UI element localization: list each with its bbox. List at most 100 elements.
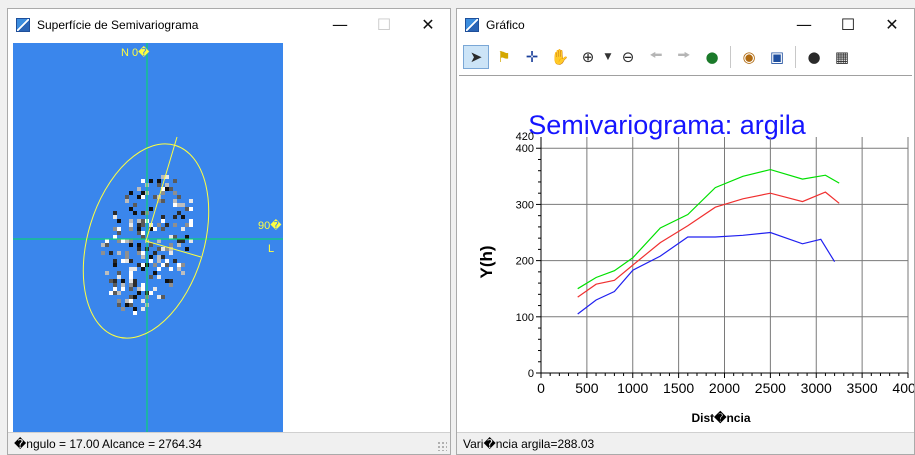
- surface-pixel: [117, 219, 121, 223]
- east-label: L: [268, 243, 275, 255]
- surface-pixel: [137, 243, 141, 247]
- surface-pixel: [157, 267, 161, 271]
- semivariogram-surface-plot[interactable]: N 0� 90� L: [13, 43, 283, 433]
- surface-pixel: [157, 295, 161, 299]
- surface-pixel: [181, 227, 185, 231]
- surface-pixel: [137, 287, 141, 291]
- surface-pixel: [165, 279, 169, 283]
- surface-pixel: [185, 223, 189, 227]
- surface-pixel: [149, 243, 153, 247]
- surface-pixel: [129, 207, 133, 211]
- toolbar-separator: [730, 46, 731, 68]
- resize-grip-icon[interactable]: [437, 441, 447, 451]
- surface-pixel: [133, 311, 137, 315]
- surface-pixels: [101, 175, 193, 315]
- surface-pixel: [157, 183, 161, 187]
- crosshair-icon[interactable]: ✛: [525, 48, 539, 66]
- surface-pixel: [149, 291, 153, 295]
- surface-pixel: [117, 291, 121, 295]
- surface-pixel: [121, 287, 125, 291]
- surface-pixel: [137, 223, 141, 227]
- table-icon[interactable]: ▦: [834, 48, 850, 66]
- semivariogram-chart: Semivariograma: argila 0 500 1000 1500 2000 2…: [477, 110, 914, 425]
- save-icon[interactable]: ▣: [769, 48, 785, 66]
- y-tick-label: 200: [516, 256, 534, 268]
- palette-icon[interactable]: ◉: [742, 48, 756, 66]
- surface-pixel: [117, 231, 121, 235]
- surface-pixel: [141, 267, 145, 271]
- x-tick-label: 0: [537, 380, 545, 396]
- surface-pixel: [165, 183, 169, 187]
- surface-pixel: [181, 239, 185, 243]
- surface-pixel: [113, 259, 117, 263]
- surface-pixel: [157, 275, 161, 279]
- close-button[interactable]: ✕: [885, 15, 899, 34]
- zoom-out-icon[interactable]: ⊖: [621, 48, 635, 66]
- surface-pixel: [125, 259, 129, 263]
- surface-pixel: [121, 259, 125, 263]
- annotation-flag-icon[interactable]: ⚑: [497, 48, 511, 66]
- surface-pixel: [165, 259, 169, 263]
- x-tick-label: 2000: [709, 380, 740, 396]
- left-titlebar[interactable]: Superfície de Semivariograma — ☐ ✕: [8, 9, 450, 40]
- surface-pixel: [157, 223, 161, 227]
- north-label: N 0�: [121, 47, 150, 59]
- surface-pixel: [173, 179, 177, 183]
- surface-pixel: [121, 307, 125, 311]
- x-tick-label: 1500: [663, 380, 694, 396]
- surface-pixel: [161, 247, 165, 251]
- minimize-button[interactable]: —: [332, 15, 348, 34]
- surface-pixel: [101, 251, 105, 255]
- surface-pixel: [181, 263, 185, 267]
- select-arrow-icon[interactable]: ➤: [463, 45, 489, 69]
- surface-pixel: [129, 271, 133, 275]
- surface-pixel: [129, 299, 133, 303]
- surface-pixel: [165, 263, 169, 267]
- left-window-title: Superfície de Semivariograma: [37, 17, 199, 32]
- minor-axis-line: [145, 240, 202, 258]
- surface-pixel: [173, 223, 177, 227]
- surface-pixel: [129, 295, 133, 299]
- surface-pixel: [137, 291, 141, 295]
- surface-pixel: [125, 255, 129, 259]
- east-angle-label: 90�: [258, 220, 282, 232]
- surface-pixel: [129, 279, 133, 283]
- surface-pixel: [113, 279, 117, 283]
- right-titlebar[interactable]: Gráfico — ☐ ✕: [457, 9, 914, 40]
- surface-pixel: [113, 227, 117, 231]
- minimize-button[interactable]: —: [796, 15, 812, 34]
- surface-pixel: [165, 175, 169, 179]
- surface-pixel: [125, 303, 129, 307]
- right-statusbar: Vari�ncia argila=288.03: [457, 432, 914, 454]
- surface-pixel: [157, 199, 161, 203]
- surface-pixel: [137, 195, 141, 199]
- surface-pixel: [133, 279, 137, 283]
- surface-pixel: [133, 267, 137, 271]
- surface-pixel: [177, 263, 181, 267]
- chart-grid: [541, 137, 909, 373]
- surface-pixel: [141, 235, 145, 239]
- maximize-button[interactable]: ☐: [840, 15, 856, 34]
- zoom-dropdown-icon[interactable]: ▼: [604, 52, 612, 62]
- surface-pixel: [129, 259, 133, 263]
- camera-icon[interactable]: ●: [807, 48, 821, 66]
- close-button[interactable]: ✕: [421, 15, 435, 34]
- chart-window: Gráfico — ☐ ✕ ➤ ⚑ ✛ ✋ ⊕ ▼ ⊖ 🠘 🠚 ● ◉ ▣ ● …: [456, 8, 915, 455]
- surface-pixel: [137, 231, 141, 235]
- surface-pixel: [169, 279, 173, 283]
- surface-pixel: [129, 227, 133, 231]
- surface-pixel: [161, 215, 165, 219]
- surface-pixel: [173, 215, 177, 219]
- surface-pixel: [161, 187, 165, 191]
- surface-pixel: [189, 219, 193, 223]
- surface-pixel: [129, 267, 133, 271]
- y-top-label: 420: [516, 131, 534, 143]
- x-tick-label: 500: [575, 380, 599, 396]
- pan-hand-icon[interactable]: ✋: [550, 48, 570, 66]
- globe-icon[interactable]: ●: [705, 48, 719, 66]
- chart-area[interactable]: Semivariograma: argila 0 500 1000 1500 2000 2…: [459, 75, 914, 433]
- surface-pixel: [141, 299, 145, 303]
- zoom-in-icon[interactable]: ⊕: [581, 48, 595, 66]
- surface-pixel: [173, 259, 177, 263]
- surface-pixel: [169, 243, 173, 247]
